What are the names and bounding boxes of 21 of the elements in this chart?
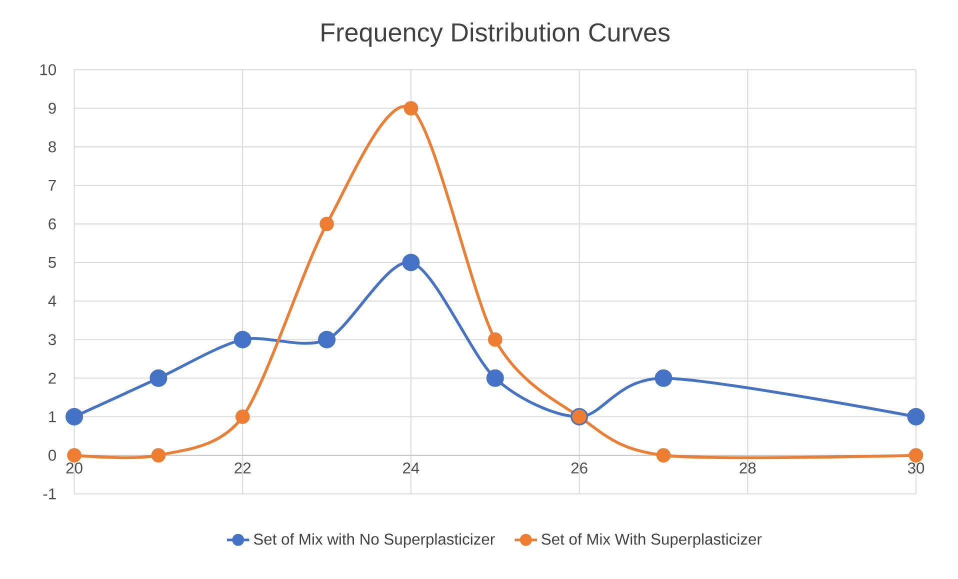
y-tick-label: 6 <box>48 218 56 230</box>
y-tick-label: 8 <box>48 141 56 152</box>
legend-label: Set of Mix With Superplasticizer <box>542 533 762 548</box>
x-tick-label: 24 <box>403 462 420 474</box>
y-tick-label: 7 <box>48 180 56 191</box>
y-tick-label: 3 <box>48 334 56 346</box>
y-tick-label: 9 <box>48 102 56 114</box>
y-tick-label: 2 <box>48 372 56 384</box>
y-tick-label: -1 <box>43 488 56 500</box>
x-tick-label: 20 <box>66 462 82 474</box>
y-tick-label: 10 <box>40 64 56 76</box>
y-tick-label: 4 <box>48 296 56 306</box>
chart-title: Frequency Distribution Curves <box>322 22 670 47</box>
y-tick-label: 1 <box>49 411 56 422</box>
y-tick-label: 5 <box>48 256 56 268</box>
x-tick-label: 28 <box>740 462 756 474</box>
legend-label: Set of Mix with No Superplasticizer <box>254 533 495 548</box>
x-tick-label: 22 <box>234 462 251 474</box>
x-tick-label: 26 <box>571 462 588 474</box>
x-tick-label: 30 <box>908 462 924 474</box>
y-tick-label: 0 <box>48 450 56 461</box>
